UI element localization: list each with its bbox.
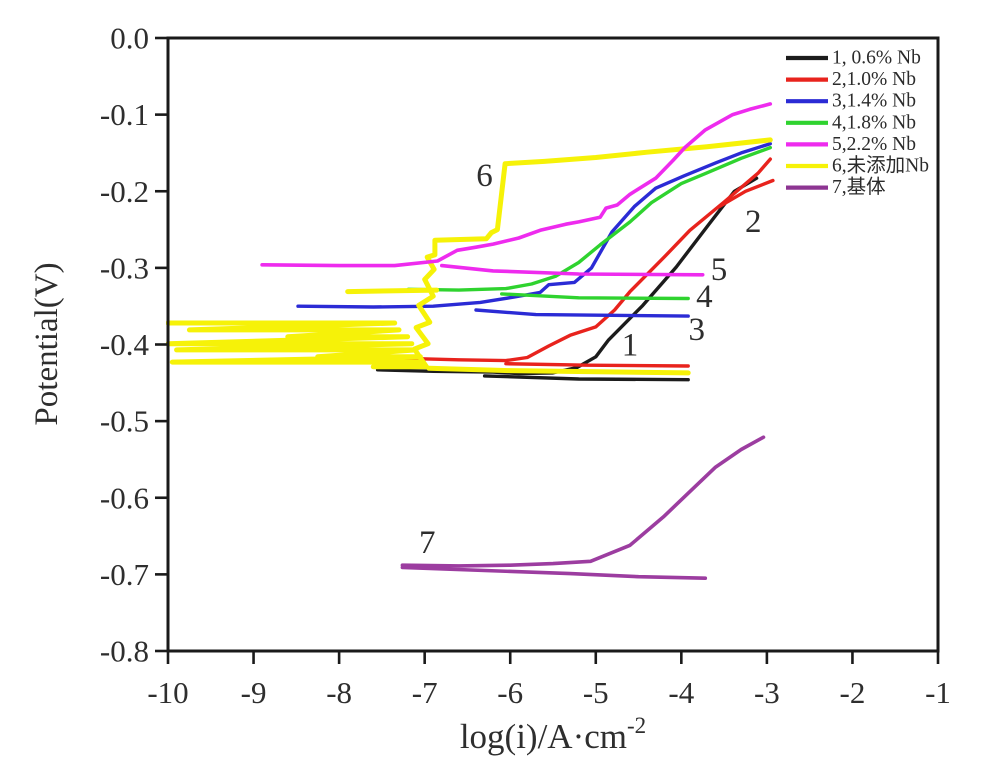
legend-entry: 7,基体 [786, 176, 886, 198]
legend-entry: 5,2.2% Nb [786, 134, 916, 155]
y-tick-label: 0.0 [110, 21, 149, 56]
legend-label: 7,基体 [832, 176, 886, 198]
curve-7-purple-segment [400, 565, 708, 581]
curve-6-yellow-segment [166, 137, 773, 370]
legend-label: 2,1.0% Nb [832, 69, 916, 90]
legend: 1, 0.6% Nb2,1.0% Nb3,1.4% Nb4,1.8% Nb5,2… [786, 48, 929, 198]
curve-label-4: 4 [696, 279, 713, 315]
curve-3-blue-segment [474, 308, 690, 318]
x-tick-label: -10 [147, 675, 188, 710]
x-tick-label: -3 [754, 675, 780, 710]
curve-7-purple [400, 435, 766, 581]
curve-5-magenta-segment [439, 263, 705, 277]
curve-1-black-segment [482, 374, 690, 382]
x-axis-title: log(i)/A·cm-2 [460, 713, 646, 756]
legend-entry: 4,1.8% Nb [786, 112, 916, 133]
y-tick-label: -0.2 [100, 174, 149, 209]
curve-7-purple-segment [400, 435, 766, 568]
curve-6-yellow-segment [426, 365, 691, 376]
x-tick-label: -1 [925, 675, 951, 710]
curve-5-magenta [260, 102, 773, 277]
curves [166, 102, 775, 581]
curve-2-red-segment [504, 362, 690, 368]
x-tick-label: -6 [497, 675, 523, 710]
curve-5-magenta-segment [260, 102, 773, 268]
curve-label-5: 5 [711, 252, 728, 288]
y-tick-label: -0.4 [100, 327, 150, 362]
legend-entry: 3,1.4% Nb [786, 91, 916, 112]
legend-label: 4,1.8% Nb [832, 112, 916, 133]
x-tick-label: -5 [583, 675, 609, 710]
x-tick-label: -9 [241, 675, 267, 710]
legend-label: 6,未添加Nb [832, 155, 929, 177]
legend-entry: 2,1.0% Nb [786, 69, 916, 90]
axis-ticks [155, 36, 940, 664]
curve-6-yellow-segment [345, 287, 440, 295]
y-tick-label: -0.8 [100, 634, 149, 669]
x-tick-label: -4 [668, 675, 694, 710]
y-tick-label: -0.7 [100, 557, 149, 592]
x-tick-label: -7 [412, 675, 438, 710]
curve-4-green [406, 145, 772, 301]
legend-label: 1, 0.6% Nb [832, 48, 921, 69]
x-tick-label: -2 [840, 675, 866, 710]
curve-label-7: 7 [419, 525, 436, 561]
y-tick-label: -0.5 [100, 404, 149, 439]
curve-4-green-segment [500, 292, 690, 301]
curve-label-1: 1 [622, 327, 639, 363]
legend-label: 3,1.4% Nb [832, 91, 916, 112]
curve-4-green-segment [406, 145, 772, 292]
axis-tick-labels: 0.0 -0.1 -0.2 -0.3 -0.4 -0.5 -0.6 -0.7 -0.8 -10 -9… [100, 21, 951, 711]
curve-2-red [401, 157, 775, 368]
legend-entry: 6,未添加Nb [786, 155, 929, 177]
y-axis-title: Potential(V) [29, 262, 65, 425]
curve-label-2: 2 [745, 204, 762, 240]
x-tick-label: -8 [326, 675, 352, 710]
y-tick-label: -0.6 [100, 480, 149, 515]
curve-2-red-segment [716, 178, 775, 210]
y-tick-label: -0.1 [100, 97, 149, 132]
y-tick-label: -0.3 [100, 250, 149, 285]
curve-label-6: 6 [476, 158, 493, 194]
legend-label: 5,2.2% Nb [832, 134, 916, 155]
curve-label-3: 3 [688, 312, 705, 348]
legend-entry: 1, 0.6% Nb [786, 48, 921, 69]
curve-6-yellow [166, 137, 773, 376]
